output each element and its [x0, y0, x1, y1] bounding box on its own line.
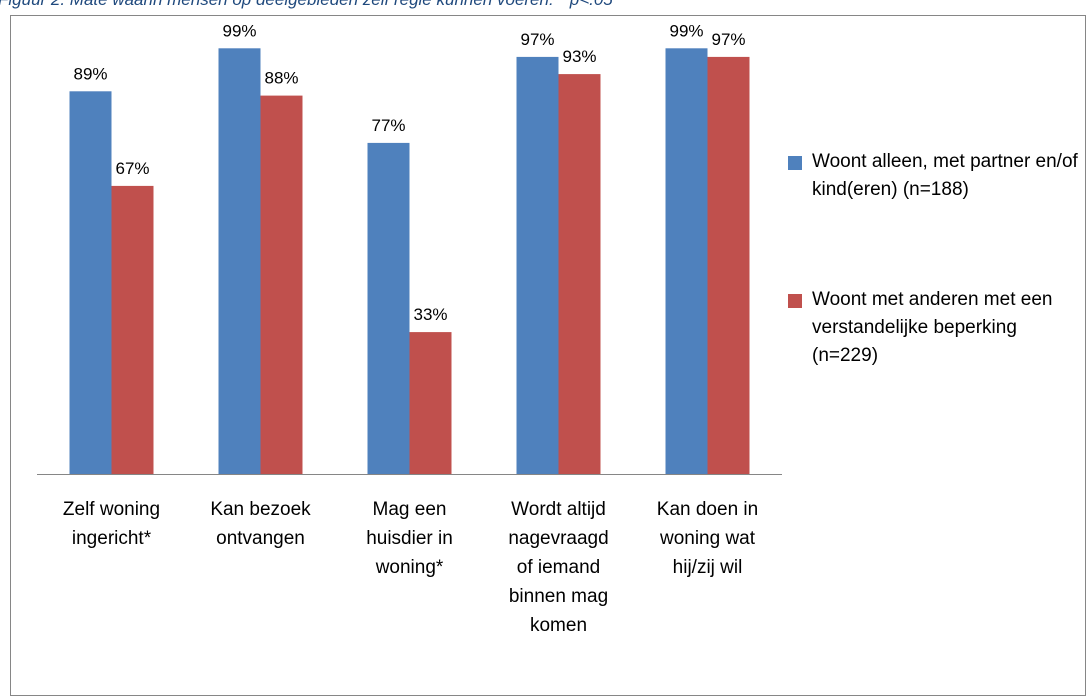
- x-tick-label: Kan doen in: [657, 499, 758, 520]
- legend-label: Woont met anderen met een verstandelijke…: [812, 289, 1053, 366]
- data-label: 97%: [711, 30, 745, 49]
- x-tick-label: of iemand: [517, 557, 600, 578]
- bar: [260, 95, 303, 474]
- data-label: 77%: [371, 116, 405, 135]
- data-label: 97%: [520, 30, 554, 49]
- x-tick-label: woning wat: [659, 528, 756, 549]
- legend-swatch: [788, 156, 802, 170]
- chart-title: Figuur 2. Mate waarin mensen op deelgebi…: [0, 0, 613, 9]
- bar: [558, 74, 601, 474]
- data-label: 93%: [562, 47, 596, 66]
- x-tick-label: Zelf woning: [63, 499, 160, 520]
- x-tick-label: binnen mag: [509, 586, 608, 607]
- x-tick-label: Wordt altijd: [511, 499, 606, 520]
- bar: [218, 48, 261, 475]
- legend-item: Woont met anderen met een verstandelijke…: [788, 286, 1078, 370]
- data-label: 99%: [222, 21, 256, 40]
- legend-item: Woont alleen, met partner en/of kind(ere…: [788, 148, 1078, 204]
- bar: [111, 185, 154, 474]
- legend-label: Woont alleen, met partner en/of kind(ere…: [812, 151, 1078, 200]
- x-tick-label: komen: [530, 615, 587, 636]
- data-label: 67%: [115, 159, 149, 178]
- data-label: 88%: [264, 69, 298, 88]
- data-label: 33%: [413, 305, 447, 324]
- x-tick-label: Mag een: [373, 499, 447, 520]
- x-tick-label: ingericht*: [72, 528, 152, 549]
- legend-swatch: [788, 294, 802, 308]
- bar: [516, 56, 559, 475]
- x-tick-label: woning*: [375, 557, 444, 578]
- bar: [707, 56, 750, 475]
- x-tick-label: ontvangen: [216, 528, 305, 549]
- x-tick-label: Kan bezoek: [210, 499, 311, 520]
- x-tick-label: huisdier in: [366, 528, 453, 549]
- bar: [69, 91, 112, 475]
- bar: [367, 142, 410, 474]
- bar: [409, 332, 452, 474]
- x-tick-label: nagevraagd: [508, 528, 608, 549]
- data-label: 89%: [73, 64, 107, 83]
- bar: [665, 48, 708, 475]
- x-tick-label: hij/zij wil: [673, 557, 743, 578]
- data-label: 99%: [669, 21, 703, 40]
